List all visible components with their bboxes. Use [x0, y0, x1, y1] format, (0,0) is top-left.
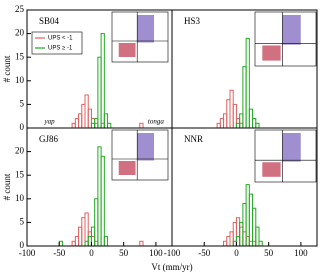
annotation: yap: [44, 118, 56, 126]
inset-region: [137, 133, 154, 161]
inset-region: [118, 161, 136, 175]
y-tick-label: 10: [15, 75, 25, 85]
x-tick-label: -100: [164, 248, 181, 258]
y-tick-label: 20: [15, 28, 25, 38]
x-axis-label: Vt (mm/yr): [151, 262, 192, 272]
legend-label: UPS ≥ -1: [48, 46, 73, 52]
panel-title: HS3: [184, 16, 201, 26]
histogram-bar: [255, 122, 260, 129]
x-tick-label: 50: [264, 248, 274, 258]
x-tick-label: 0: [234, 248, 239, 258]
panel-title: SB04: [39, 16, 60, 26]
inset-region: [282, 15, 301, 45]
y-tick-label: 10: [15, 193, 25, 203]
x-tick-label: 0: [89, 248, 94, 258]
y-tick-label: 0: [20, 122, 25, 132]
histogram-bar: [100, 155, 105, 247]
y-tick-label: 0: [20, 240, 25, 250]
x-tick-label: -100: [19, 248, 36, 258]
y-tick-label: 20: [15, 146, 25, 156]
y-tick-label: 5: [20, 216, 25, 226]
histogram-bar: [139, 122, 144, 129]
histogram-bar: [103, 236, 109, 247]
y-tick-label: 25: [15, 4, 25, 14]
histogram-bar: [258, 240, 263, 247]
y-axis-label: # count: [2, 55, 12, 82]
histogram-bar: [139, 240, 144, 247]
inset-region: [118, 43, 136, 57]
histogram-bar: [107, 122, 112, 129]
inset-region: [137, 15, 154, 43]
panel-title: GJ86: [39, 134, 59, 144]
x-tick-label: -50: [198, 248, 210, 258]
x-tick-label: 50: [119, 248, 129, 258]
y-tick-label: 5: [20, 98, 25, 108]
inset-region: [262, 45, 281, 61]
annotation: tonga: [148, 118, 164, 126]
legend-label: UPS < -1: [48, 36, 73, 42]
x-tick-label: 100: [149, 248, 163, 258]
y-axis-label: # count: [2, 173, 12, 200]
x-tick-label: 100: [294, 248, 308, 258]
inset-region: [262, 162, 281, 177]
x-tick-label: -50: [53, 248, 65, 258]
inset-region: [282, 133, 301, 162]
y-tick-label: 15: [15, 169, 25, 179]
panel-title: NNR: [184, 134, 203, 144]
y-tick-label: 15: [15, 51, 25, 61]
panel-frame: [171, 127, 318, 247]
